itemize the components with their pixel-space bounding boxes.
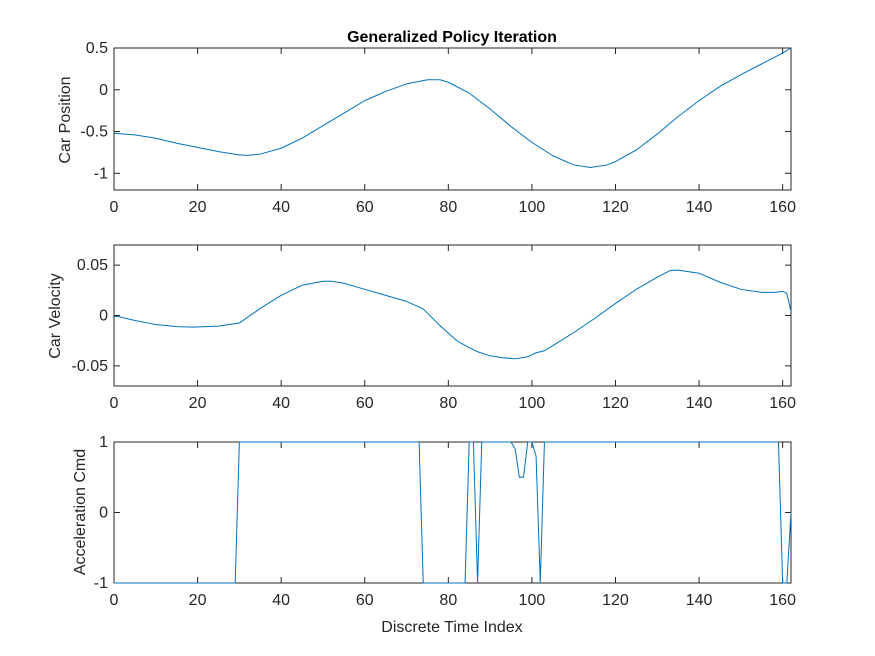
acceleration-ylabel: Acceleration Cmd: [72, 449, 89, 575]
velocity-xtick-label: 40: [272, 395, 290, 412]
acceleration-xtick-label: 140: [686, 592, 713, 609]
velocity-ylabel: Car Velocity: [47, 273, 64, 358]
velocity-xtick-label: 140: [686, 395, 713, 412]
velocity-xtick-label: 160: [769, 395, 796, 412]
acceleration-xtick-label: 80: [439, 592, 457, 609]
acceleration-xtick-label: 20: [189, 592, 207, 609]
position-xtick-label: 100: [519, 199, 546, 216]
velocity-xtick-label: 0: [110, 395, 119, 412]
acceleration-xtick-label: 60: [356, 592, 374, 609]
acceleration-xtick-label: 160: [769, 592, 796, 609]
velocity-plot-frame: [113, 244, 792, 387]
velocity-xtick-label: 120: [602, 395, 629, 412]
position-xtick-label: 40: [272, 199, 290, 216]
position-xtick-label: 140: [686, 199, 713, 216]
position-ytick-label: -0.5: [80, 124, 108, 141]
velocity-xtick-label: 60: [356, 395, 374, 412]
velocity-ytick-label: 0.05: [77, 257, 108, 274]
position-ytick-label: -1: [94, 165, 108, 182]
velocity-axes: 0 20 40 60 80 100 120 140 160 -0.05 0 0.05: [72, 244, 796, 412]
acceleration-xtick-label: 100: [519, 592, 546, 609]
acceleration-ytick-label: 0: [99, 505, 108, 522]
velocity-ytick-label: -0.05: [72, 358, 109, 375]
acceleration-axes: 0 20 40 60 80 100 120 140 160-101: [94, 434, 796, 609]
acceleration-ytick-label: -1: [94, 575, 108, 592]
position-xtick-label: 160: [769, 199, 796, 216]
velocity-xtick-label: 80: [439, 395, 457, 412]
velocity-ytick-label: 0: [99, 308, 108, 325]
velocity-xtick-label: 100: [519, 395, 546, 412]
acceleration-plot-frame: [113, 441, 792, 584]
position-xtick-label: 20: [189, 199, 207, 216]
position-xtick-label: 60: [356, 199, 374, 216]
chart-title: Generalized Policy Iteration: [347, 29, 557, 46]
position-plot-frame: [113, 47, 792, 191]
acceleration-xlabel: Discrete Time Index: [381, 619, 522, 636]
acceleration-xtick-label: 0: [110, 592, 119, 609]
velocity-xtick-label: 20: [189, 395, 207, 412]
acceleration-xtick-label: 120: [602, 592, 629, 609]
position-ylabel: Car Position: [57, 76, 74, 163]
position-xtick-label: 120: [602, 199, 629, 216]
position-ytick-label: 0: [99, 82, 108, 99]
velocity-series-line: [114, 269, 792, 360]
position-xtick-label: 80: [439, 199, 457, 216]
position-axes: 0 20 40 60 80 100 120 140 160 -1 -0.5 0 0.5: [80, 40, 796, 216]
position-xtick-label: 0: [110, 199, 119, 216]
position-ytick-label: 0.5: [86, 40, 108, 57]
acceleration-series-line: [114, 441, 792, 584]
position-series-line: [113, 47, 792, 168]
acceleration-xtick-label: 40: [272, 592, 290, 609]
acceleration-ytick-label: 1: [99, 434, 108, 451]
